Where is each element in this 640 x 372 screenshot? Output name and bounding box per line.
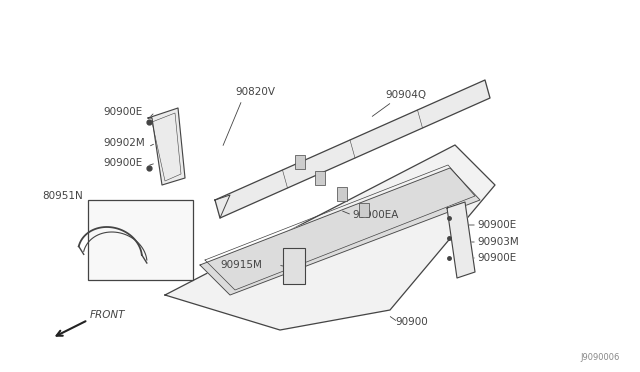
Text: 90900: 90900 bbox=[395, 317, 428, 327]
Text: 90902M: 90902M bbox=[103, 138, 145, 148]
Polygon shape bbox=[215, 80, 490, 218]
Text: 90900E: 90900E bbox=[477, 253, 516, 263]
Text: 90903M: 90903M bbox=[477, 237, 519, 247]
Text: 90915M: 90915M bbox=[220, 260, 262, 270]
Bar bbox=[359, 203, 369, 217]
Polygon shape bbox=[447, 202, 475, 278]
Polygon shape bbox=[200, 168, 480, 295]
Bar bbox=[88, 200, 193, 280]
Text: FRONT: FRONT bbox=[90, 310, 125, 320]
Text: 90820V: 90820V bbox=[235, 87, 275, 97]
Bar bbox=[283, 248, 305, 284]
Text: J9090006: J9090006 bbox=[580, 353, 620, 362]
Polygon shape bbox=[148, 108, 185, 185]
Bar bbox=[315, 171, 325, 185]
Text: 90900EA: 90900EA bbox=[352, 210, 398, 220]
Text: 90904Q: 90904Q bbox=[385, 90, 426, 100]
Text: 80951N: 80951N bbox=[42, 191, 83, 201]
Text: 90900E: 90900E bbox=[103, 158, 142, 168]
Polygon shape bbox=[165, 145, 495, 330]
Text: 90900E: 90900E bbox=[477, 220, 516, 230]
Bar bbox=[295, 155, 305, 169]
Text: 90900E: 90900E bbox=[103, 107, 142, 117]
Bar bbox=[337, 187, 347, 201]
